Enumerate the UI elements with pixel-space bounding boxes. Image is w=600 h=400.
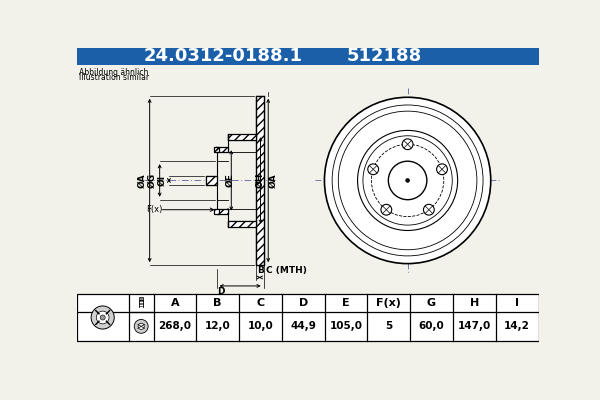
Text: ØI: ØI xyxy=(158,175,167,186)
Bar xyxy=(206,176,217,185)
Text: 105,0: 105,0 xyxy=(329,321,362,331)
Text: 512188: 512188 xyxy=(347,48,422,66)
Circle shape xyxy=(138,323,144,330)
Text: 44,9: 44,9 xyxy=(290,321,316,331)
Text: G: G xyxy=(427,298,436,308)
Bar xyxy=(228,221,256,227)
Text: D: D xyxy=(299,298,308,308)
Text: 12,0: 12,0 xyxy=(205,321,230,331)
Bar xyxy=(256,96,263,265)
Circle shape xyxy=(325,97,491,264)
Bar xyxy=(228,134,256,140)
Circle shape xyxy=(91,306,114,329)
Text: A: A xyxy=(170,298,179,308)
Text: Abbildung ähnlich: Abbildung ähnlich xyxy=(79,68,148,77)
Text: 10,0: 10,0 xyxy=(248,321,274,331)
Text: F(x): F(x) xyxy=(376,298,401,308)
Circle shape xyxy=(368,164,379,175)
Text: B: B xyxy=(257,266,263,275)
Bar xyxy=(139,297,143,300)
Bar xyxy=(214,209,219,214)
Bar xyxy=(217,209,228,214)
Text: ØG: ØG xyxy=(148,173,157,188)
Text: ØA: ØA xyxy=(269,173,278,188)
Circle shape xyxy=(388,161,427,200)
Text: 14,2: 14,2 xyxy=(504,321,530,331)
Text: D: D xyxy=(217,288,225,296)
Text: 24.0312-0188.1: 24.0312-0188.1 xyxy=(143,48,302,66)
Circle shape xyxy=(437,164,448,175)
Text: ØH: ØH xyxy=(255,173,264,188)
Text: 147,0: 147,0 xyxy=(458,321,491,331)
Text: ØA: ØA xyxy=(137,173,146,188)
Bar xyxy=(217,209,228,214)
Text: 5: 5 xyxy=(385,321,392,331)
Bar xyxy=(206,176,217,185)
Bar xyxy=(77,294,539,341)
Circle shape xyxy=(100,315,105,320)
Bar xyxy=(217,147,228,152)
Text: E: E xyxy=(342,298,350,308)
Circle shape xyxy=(406,178,410,182)
Circle shape xyxy=(363,136,452,225)
Circle shape xyxy=(402,139,413,150)
Bar xyxy=(256,96,263,265)
Text: H: H xyxy=(470,298,479,308)
Bar xyxy=(228,134,256,140)
Circle shape xyxy=(358,130,458,230)
Circle shape xyxy=(424,204,434,215)
Text: C (MTH): C (MTH) xyxy=(266,266,307,275)
Text: F(x): F(x) xyxy=(146,205,162,214)
Circle shape xyxy=(134,320,148,333)
Text: 268,0: 268,0 xyxy=(158,321,191,331)
Circle shape xyxy=(381,204,392,215)
Circle shape xyxy=(338,111,477,250)
Bar xyxy=(77,48,539,65)
Text: ØE: ØE xyxy=(226,174,235,187)
Bar xyxy=(228,221,256,227)
Text: I: I xyxy=(515,298,519,308)
Circle shape xyxy=(332,105,483,256)
Bar xyxy=(214,147,219,152)
Circle shape xyxy=(97,311,109,324)
Bar xyxy=(214,209,219,214)
Text: Ø8,4: Ø8,4 xyxy=(417,206,435,215)
Bar xyxy=(214,147,219,152)
Bar xyxy=(217,147,228,152)
Text: B: B xyxy=(214,298,222,308)
Text: Illustration similar: Illustration similar xyxy=(79,74,149,82)
Text: C: C xyxy=(256,298,265,308)
Text: 60,0: 60,0 xyxy=(419,321,445,331)
